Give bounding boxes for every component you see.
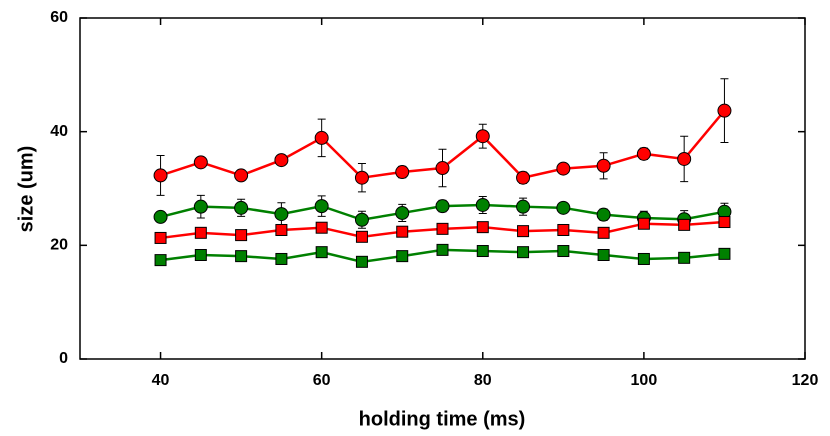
marker [275,223,288,236]
marker [596,158,611,173]
marker [717,103,732,118]
marker [718,247,731,260]
marker [396,225,409,238]
marker [678,218,691,231]
marker [314,199,329,214]
y-tick-label: 0 [59,350,68,367]
x-tick-label: 120 [792,372,819,389]
marker [557,223,570,236]
marker [194,248,207,261]
marker [153,168,168,183]
marker [355,230,368,243]
x-tick-label: 40 [152,372,170,389]
marker [153,209,168,224]
marker [636,146,651,161]
marker [637,252,650,265]
marker [274,207,289,222]
marker [235,229,248,242]
marker [678,251,691,264]
marker [516,199,531,214]
marker [274,153,289,168]
marker [275,252,288,265]
x-axis-label: holding time (ms) [359,408,526,430]
marker [476,245,489,258]
y-tick-label: 60 [50,9,68,26]
marker [234,168,249,183]
marker [395,205,410,220]
marker [193,155,208,170]
marker [517,246,530,259]
marker [476,221,489,234]
marker [154,231,167,244]
marker [517,225,530,238]
marker [354,212,369,227]
marker [597,226,610,239]
marker [154,254,167,267]
marker [315,221,328,234]
x-tick-label: 80 [474,372,492,389]
marker [556,200,571,215]
marker [315,246,328,259]
marker [436,222,449,235]
marker [557,245,570,258]
marker [355,255,368,268]
marker [556,161,571,176]
marker [435,199,450,214]
marker [596,207,611,222]
x-tick-label: 60 [313,372,331,389]
marker [516,170,531,185]
plot-frame [79,17,806,360]
marker [395,165,410,180]
marker [235,250,248,263]
marker [597,248,610,261]
marker [193,199,208,214]
y-tick-label: 40 [50,123,68,140]
marker [475,129,490,144]
y-tick-label: 20 [50,237,68,254]
marker [234,200,249,215]
marker [475,197,490,212]
x-tick-label: 100 [631,372,658,389]
y-axis-label: size (um) [15,146,37,233]
marker [677,151,692,166]
marker [354,170,369,185]
marker [637,217,650,230]
marker [718,216,731,229]
marker [435,161,450,176]
marker [436,243,449,256]
marker [314,130,329,145]
marker [396,250,409,263]
marker [194,226,207,239]
